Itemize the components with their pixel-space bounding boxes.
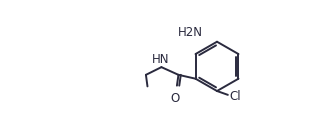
Text: Cl: Cl [229, 90, 241, 103]
Text: H2N: H2N [178, 26, 203, 39]
Text: O: O [171, 92, 180, 105]
Text: HN: HN [152, 53, 169, 66]
